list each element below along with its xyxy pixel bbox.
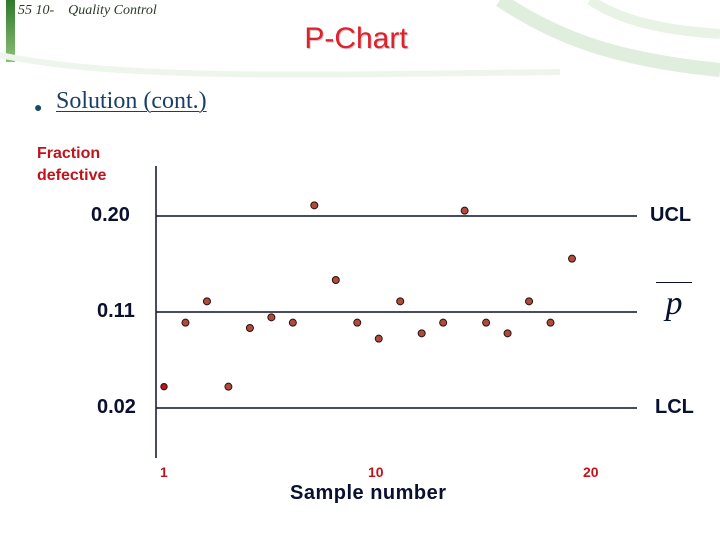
data-point	[525, 297, 534, 306]
data-point	[546, 318, 555, 327]
data-point	[353, 318, 362, 327]
data-point	[310, 201, 319, 210]
data-point	[503, 329, 512, 338]
ucl-label: UCL	[650, 204, 692, 226]
data-point	[396, 297, 405, 306]
data-point	[417, 329, 426, 338]
decor-swoosh	[496, 0, 720, 77]
control-lines	[156, 215, 637, 409]
data-point	[288, 318, 297, 327]
data-point	[202, 297, 211, 306]
y-tick-label: 0.02	[97, 396, 136, 418]
data-point	[482, 318, 491, 327]
topic-reference: Quality Control	[68, 3, 157, 18]
x-tick-label: 20	[583, 464, 599, 480]
y-tick-label: 0.20	[91, 204, 130, 226]
data-point	[245, 324, 254, 332]
slide-reference: 55 10- Quality Control	[18, 3, 157, 19]
data-point	[439, 318, 448, 327]
data-point	[267, 313, 276, 322]
x-tick-label: 1	[160, 464, 168, 480]
y-axis-label: Fraction defective	[37, 145, 107, 184]
slide-title: P-Chart	[304, 22, 408, 55]
data-point	[460, 206, 469, 215]
y-tick-label: 0.11	[97, 300, 135, 322]
data-point	[160, 382, 168, 391]
course-reference: 55 10-	[18, 3, 55, 18]
data-points	[160, 201, 576, 391]
data-point	[568, 254, 576, 263]
data-point	[224, 382, 233, 391]
solution-link[interactable]: Solution (cont.)	[56, 88, 207, 114]
p-bar-symbol: p	[656, 282, 692, 323]
data-point	[374, 334, 383, 343]
accent-bar	[6, 0, 15, 62]
x-tick-label: 10	[368, 464, 384, 480]
data-point	[181, 318, 190, 327]
bullet-icon: ●	[34, 99, 43, 115]
lcl-label: LCL	[655, 396, 694, 418]
decor-swoosh	[0, 52, 561, 78]
x-axis-label: Sample number	[290, 482, 447, 504]
data-point	[331, 276, 340, 284]
decor-swoosh	[587, 0, 720, 39]
